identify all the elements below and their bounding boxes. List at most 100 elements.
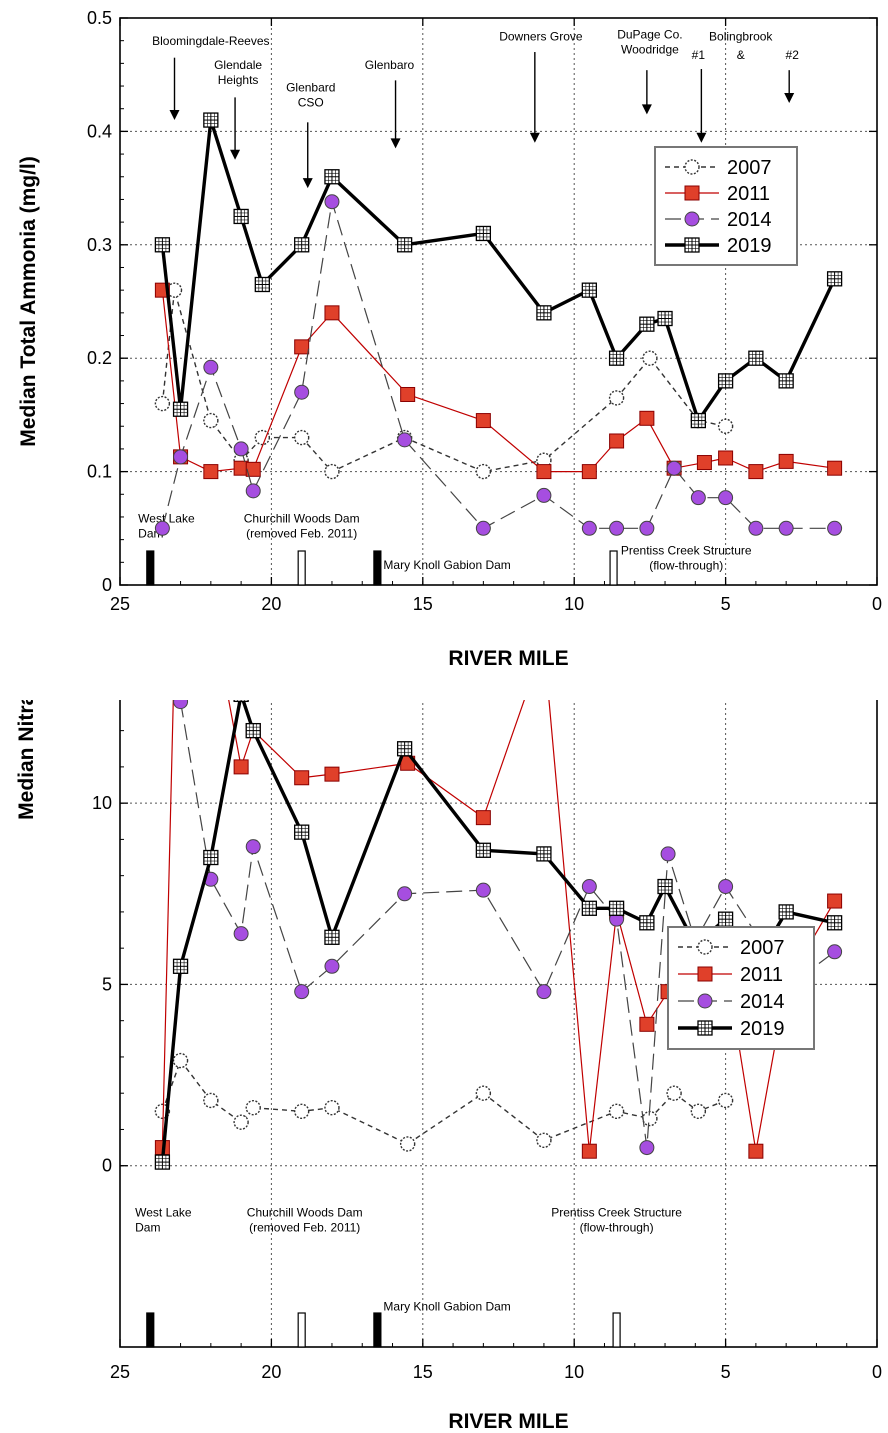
data-point	[828, 461, 842, 475]
data-point	[537, 1133, 551, 1147]
data-point	[325, 465, 339, 479]
data-point	[325, 170, 339, 184]
data-point	[658, 312, 672, 326]
annotation-label: Glendale Heights	[214, 58, 262, 87]
data-point	[325, 195, 339, 209]
annotation-label: West Lake Dam	[135, 1205, 192, 1234]
legend-marker	[685, 186, 699, 200]
data-point	[667, 1086, 681, 1100]
nitrate-chart: 2520151050051015202530RIVER MILEMedian N…	[0, 700, 888, 1433]
data-point	[295, 825, 309, 839]
data-point	[640, 1141, 654, 1155]
data-point	[476, 843, 490, 857]
annotation-label: Glenbaro	[365, 58, 415, 72]
data-point	[398, 433, 412, 447]
data-point	[234, 760, 248, 774]
annotation-label: Downers Grove	[499, 30, 583, 44]
data-point	[658, 880, 672, 894]
data-point	[255, 277, 269, 291]
data-point	[174, 700, 188, 709]
annotation-label: Bolingbrook	[709, 30, 773, 44]
plot-frame	[120, 18, 877, 585]
legend-marker	[698, 1021, 712, 1035]
location-arrow	[391, 80, 401, 148]
data-point	[476, 226, 490, 240]
data-point	[661, 847, 675, 861]
data-point	[476, 465, 490, 479]
data-point	[691, 491, 705, 505]
location-arrow	[230, 97, 240, 159]
annotation-label: Prentiss Creek Structure (flow-through)	[551, 1205, 682, 1234]
data-point	[295, 385, 309, 399]
data-point	[667, 461, 681, 475]
annotation-label: Prentiss Creek Structure (flow-through)	[621, 543, 752, 572]
data-point	[174, 959, 188, 973]
data-point	[204, 360, 218, 374]
data-point	[295, 238, 309, 252]
data-point	[719, 1093, 733, 1107]
data-point	[719, 419, 733, 433]
dam-marker	[298, 1313, 305, 1347]
data-point	[476, 811, 490, 825]
data-point	[691, 414, 705, 428]
data-point	[610, 434, 624, 448]
data-point	[779, 905, 793, 919]
data-point	[582, 1144, 596, 1158]
data-point	[204, 113, 218, 127]
data-point	[401, 387, 415, 401]
data-point	[295, 340, 309, 354]
annotation-label: Mary Knoll Gabion Dam	[383, 1300, 510, 1314]
data-point	[719, 880, 733, 894]
data-point	[155, 397, 169, 411]
y-axis-title: Median Nitrate (mg/L)	[15, 700, 38, 820]
location-arrow	[170, 58, 180, 120]
series-line	[162, 700, 834, 1151]
data-point	[246, 484, 260, 498]
data-point	[295, 431, 309, 445]
legend-label: 2014	[740, 991, 785, 1013]
data-point	[749, 1144, 763, 1158]
dam-marker	[613, 1313, 620, 1347]
data-point	[537, 847, 551, 861]
data-point	[401, 1137, 415, 1151]
location-arrow	[642, 70, 652, 114]
data-point	[155, 1155, 169, 1169]
data-point	[610, 1104, 624, 1118]
data-point	[537, 488, 551, 502]
legend-marker	[698, 940, 712, 954]
series-line	[181, 702, 835, 1148]
data-point	[398, 742, 412, 756]
data-point	[779, 454, 793, 468]
ammonia-chart: 25 20 15 10 5 0 0 0.1 0.2 0.3 0.4 0.5 RIVER MILE Medi…	[0, 0, 888, 700]
y-tick-label: 0.4	[87, 121, 112, 141]
x-tick-label: 15	[413, 1362, 433, 1382]
dam-marker	[374, 1313, 381, 1347]
x-tick-label: 20	[261, 1362, 281, 1382]
data-point	[204, 851, 218, 865]
data-point	[828, 945, 842, 959]
location-arrow	[696, 69, 706, 143]
data-point	[325, 1101, 339, 1115]
data-point	[204, 1093, 218, 1107]
data-point	[295, 771, 309, 785]
x-tick-label: 15	[413, 594, 433, 614]
series-2007	[155, 1054, 732, 1151]
legend-marker	[698, 967, 712, 981]
legend-marker	[698, 994, 712, 1008]
data-point	[476, 521, 490, 535]
data-point	[325, 767, 339, 781]
data-point	[325, 930, 339, 944]
data-point	[828, 272, 842, 286]
data-point	[610, 351, 624, 365]
annotation-label: Churchill Woods Dam (removed Feb. 2011)	[244, 512, 360, 541]
y-tick-label: 0	[102, 575, 112, 595]
data-point	[537, 465, 551, 479]
data-point	[719, 912, 733, 926]
legend-label: 2019	[727, 235, 772, 257]
series-line	[162, 290, 834, 471]
data-point	[174, 402, 188, 416]
data-point	[719, 451, 733, 465]
annotation-label: DuPage Co. Woodridge	[617, 27, 682, 56]
data-point	[204, 414, 218, 428]
